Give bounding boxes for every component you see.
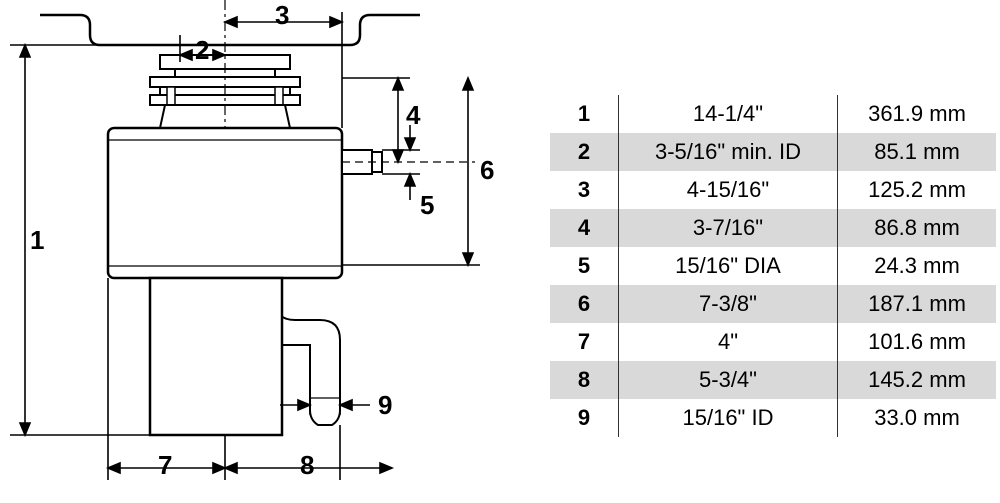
table-row: 74"101.6 mm <box>550 323 996 361</box>
label-2: 2 <box>195 35 209 66</box>
label-8: 8 <box>300 450 314 481</box>
row-number: 7 <box>550 323 619 361</box>
metric-value: 187.1 mm <box>838 285 997 323</box>
imperial-value: 15/16" DIA <box>619 247 838 285</box>
imperial-value: 3-5/16" min. ID <box>619 133 838 171</box>
dimensions-table: 114-1/4"361.9 mm23-5/16" min. ID85.1 mm3… <box>540 0 1000 503</box>
table-row: 23-5/16" min. ID85.1 mm <box>550 133 996 171</box>
imperial-value: 4" <box>619 323 838 361</box>
label-1: 1 <box>30 225 44 256</box>
metric-value: 85.1 mm <box>838 133 997 171</box>
imperial-value: 14-1/4" <box>619 95 838 133</box>
imperial-value: 7-3/8" <box>619 285 838 323</box>
row-number: 1 <box>550 95 619 133</box>
table-row: 114-1/4"361.9 mm <box>550 95 996 133</box>
table-row: 43-7/16"86.8 mm <box>550 209 996 247</box>
label-3: 3 <box>275 0 289 31</box>
metric-value: 101.6 mm <box>838 323 997 361</box>
row-number: 4 <box>550 209 619 247</box>
row-number: 6 <box>550 285 619 323</box>
metric-value: 24.3 mm <box>838 247 997 285</box>
row-number: 9 <box>550 399 619 437</box>
label-4: 4 <box>406 100 420 131</box>
row-number: 5 <box>550 247 619 285</box>
metric-value: 361.9 mm <box>838 95 997 133</box>
metric-value: 86.8 mm <box>838 209 997 247</box>
imperial-value: 15/16" ID <box>619 399 838 437</box>
table-row: 34-15/16"125.2 mm <box>550 171 996 209</box>
table-row: 515/16" DIA24.3 mm <box>550 247 996 285</box>
label-5: 5 <box>420 190 434 221</box>
row-number: 2 <box>550 133 619 171</box>
dimension-diagram: 1 2 3 4 5 6 7 8 9 <box>0 0 540 503</box>
table-row: 67-3/8"187.1 mm <box>550 285 996 323</box>
metric-value: 33.0 mm <box>838 399 997 437</box>
label-6: 6 <box>480 155 494 186</box>
table-row: 915/16" ID33.0 mm <box>550 399 996 437</box>
label-9: 9 <box>378 390 392 421</box>
label-7: 7 <box>158 450 172 481</box>
imperial-value: 3-7/16" <box>619 209 838 247</box>
imperial-value: 5-3/4" <box>619 361 838 399</box>
row-number: 8 <box>550 361 619 399</box>
metric-value: 125.2 mm <box>838 171 997 209</box>
row-number: 3 <box>550 171 619 209</box>
table-row: 85-3/4"145.2 mm <box>550 361 996 399</box>
metric-value: 145.2 mm <box>838 361 997 399</box>
imperial-value: 4-15/16" <box>619 171 838 209</box>
